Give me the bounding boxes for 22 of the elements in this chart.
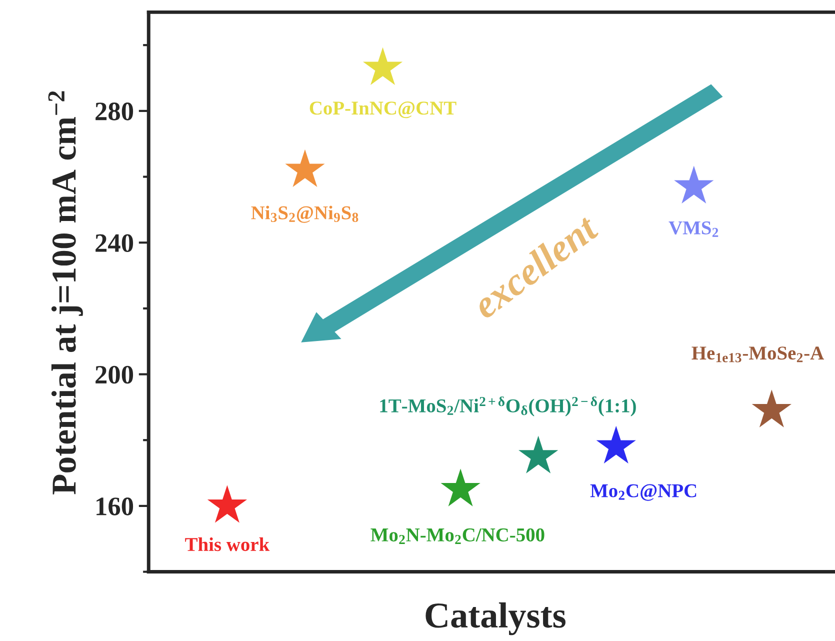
y-tick-label: 160 [96,498,134,516]
series-label: VMS$_{2}$ [668,221,718,237]
point [752,390,792,428]
point [518,436,558,474]
series-label: Ni$_{3}$S$_{2}$@Ni$_{9}$S$_{8}$ [251,206,358,223]
point [285,149,325,188]
point [362,47,403,85]
y-tick-label: 240 [96,234,134,252]
series-label: Mo$_{2}$C@NPC [590,484,696,501]
point [207,485,248,523]
series-label: He$_{1e13}$-MoSe$_{2}$-A [692,346,824,362]
text: 1T-MoS$_{2}$/Ni$^{2+δ}$O$_{δ}$(OH)$^{2−δ}$(1:1) [380,396,636,416]
x-axis-title: Catalysts [426,602,566,636]
point [440,468,480,506]
y-tick-label: 280 [96,102,134,120]
series-label: This work [185,537,270,552]
series-label: Mo$_{2}$N-Mo$_{2}$C/NC-500 [370,528,544,544]
y-axis-title: Potential at j=100 mA cm$^{−2}$ [48,91,83,494]
y-tick-label: 200 [96,366,134,384]
point [674,166,714,204]
series-label: CoP-InNC@CNT [310,102,456,118]
point [596,426,636,464]
